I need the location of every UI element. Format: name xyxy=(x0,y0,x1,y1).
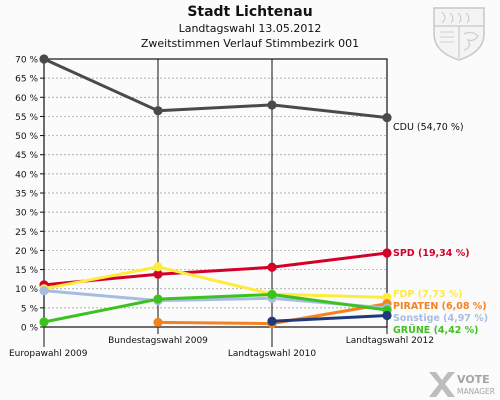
series-lines xyxy=(39,54,392,329)
y-tick-label: 20 % xyxy=(15,247,38,257)
series-line-fdp xyxy=(43,265,388,299)
chart-subtitle-2: Zweitstimmen Verlauf Stimmbezirk 001 xyxy=(140,37,360,50)
chart-title: Stadt Lichtenau xyxy=(187,4,313,20)
data-point xyxy=(267,316,277,326)
series-label: SPD (19,34 %) xyxy=(393,248,470,259)
y-tick-label: 0 % xyxy=(21,324,39,334)
data-point xyxy=(39,54,49,64)
data-point xyxy=(153,269,163,279)
series-label: CDU (54,70 %) xyxy=(393,122,464,133)
y-tick-label: 15 % xyxy=(15,266,38,276)
y-tick-label: 50 % xyxy=(15,132,38,142)
data-point xyxy=(382,112,392,123)
y-tick-label: 25 % xyxy=(15,228,38,238)
data-point xyxy=(153,294,163,304)
data-point xyxy=(153,106,163,116)
votemanager-logo-icon: VOTE MANAGER xyxy=(429,372,495,397)
series-label: Sonstige (4,97 %) xyxy=(393,313,488,324)
series-labels: CDU (54,70 %) SPD (19,34 %) FDP (7,73 %)PI… xyxy=(393,122,488,336)
x-tick-label: Europawahl 2009 xyxy=(9,349,88,359)
y-tick-label: 30 % xyxy=(15,209,38,219)
series-label: PIRATEN (6,08 %) xyxy=(393,301,487,312)
x-tick-label: Landtagswahl 2012 xyxy=(346,336,434,346)
series-line-die-linke xyxy=(271,314,388,323)
x-axis-ticks: Europawahl 2009 Bundestagswahl 2009 Landta… xyxy=(9,327,434,359)
data-point xyxy=(39,286,49,296)
y-tick-label: 45 % xyxy=(15,151,38,161)
series-line-spd xyxy=(43,251,388,287)
data-point xyxy=(267,289,277,300)
data-point xyxy=(382,248,392,258)
data-point xyxy=(267,262,277,272)
logo-text-vote: VOTE xyxy=(457,373,490,386)
x-tick-label: Landtagswahl 2010 xyxy=(228,349,317,359)
data-point xyxy=(153,262,163,272)
y-tick-label: 40 % xyxy=(15,170,38,180)
y-tick-label: 60 % xyxy=(15,94,38,104)
y-tick-label: 65 % xyxy=(15,75,38,85)
data-point xyxy=(382,310,392,321)
y-tick-label: 10 % xyxy=(15,285,38,295)
series-label: GRÜNE (4,42 %) xyxy=(393,325,479,336)
series-line-cdu xyxy=(43,57,388,120)
logo-text-manager: MANAGER xyxy=(457,387,495,396)
y-axis-ticks: 0 % 5 % 10 % 15 % 20 % 25 % 30 % 35 % 40 % 45 % 50… xyxy=(15,56,44,334)
series-label: FDP (7,73 %) xyxy=(393,289,463,300)
y-tick-label: 35 % xyxy=(15,190,38,200)
data-point xyxy=(153,317,163,328)
series-line-gr-ne xyxy=(43,293,388,324)
plot-area-frame xyxy=(43,58,388,328)
data-point xyxy=(382,292,392,303)
x-tick-label: Bundestagswahl 2009 xyxy=(108,336,208,346)
y-tick-label: 5 % xyxy=(21,304,39,314)
grid-lines xyxy=(44,77,387,309)
category-lines xyxy=(157,59,273,327)
chart-subtitle: Landtagswahl 13.05.2012 xyxy=(178,22,322,35)
series-line-sonstige xyxy=(43,289,388,310)
coat-of-arms-icon xyxy=(433,7,485,61)
data-point xyxy=(267,100,277,110)
y-tick-label: 70 % xyxy=(15,56,38,66)
data-point xyxy=(39,317,49,327)
y-tick-label: 55 % xyxy=(15,113,38,123)
